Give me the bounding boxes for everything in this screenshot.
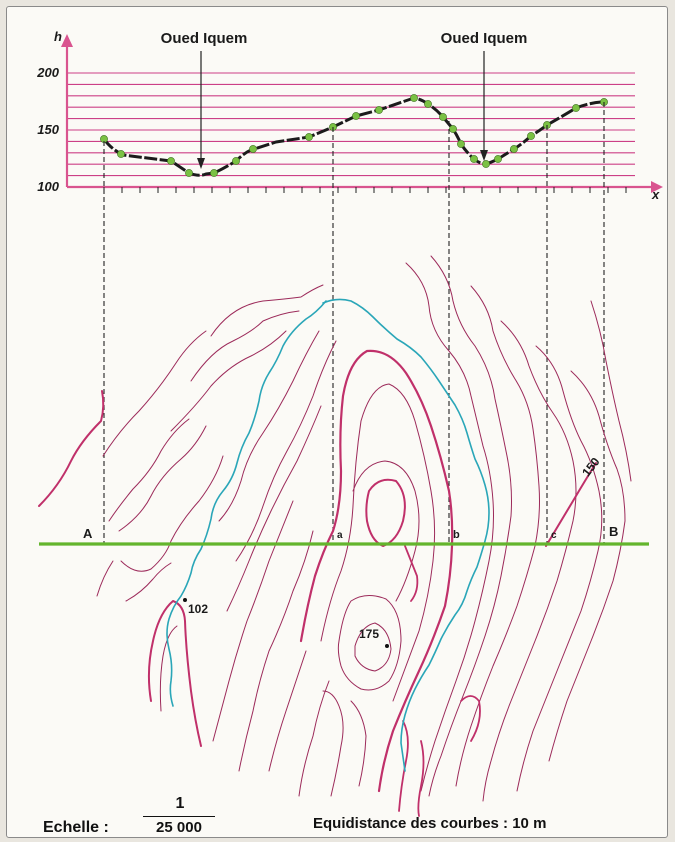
contour-line-thick xyxy=(545,462,597,547)
profile-point xyxy=(527,132,535,140)
profile-point xyxy=(375,106,383,114)
scale-denominator: 25 000 xyxy=(156,819,202,836)
contour-line xyxy=(428,255,512,797)
profile-point xyxy=(449,125,457,133)
contour-line xyxy=(482,320,577,802)
contour-line xyxy=(238,530,314,772)
spot-height-marker xyxy=(183,598,187,602)
profile-point xyxy=(352,112,360,120)
contour-line xyxy=(170,330,287,432)
spot-height-175: 175 xyxy=(359,627,379,641)
section-point-c: c xyxy=(551,530,557,541)
contour-line xyxy=(212,500,294,742)
contour-line xyxy=(298,680,330,797)
profile-point xyxy=(305,133,313,141)
profile-points xyxy=(100,94,608,177)
arrow-down-icon xyxy=(480,150,488,161)
contour-line-thick xyxy=(398,720,409,812)
contour-line xyxy=(350,700,367,787)
contour-line xyxy=(190,310,300,382)
scale-label: Echelle : xyxy=(43,819,109,836)
contour-interval: Equidistance des courbes : 10 m xyxy=(313,815,547,832)
contour-line xyxy=(210,284,324,337)
profile-point xyxy=(572,104,580,112)
y-axis-arrow-icon xyxy=(61,34,73,47)
profile-point xyxy=(117,150,125,158)
projection-lines xyxy=(103,102,605,544)
profile-point xyxy=(232,157,240,165)
section-point-a: a xyxy=(337,530,343,541)
profile-chart: h x 200 150 100 Oued Iquem Oued Iquem xyxy=(36,29,663,202)
x-axis-label: x xyxy=(651,187,660,202)
profile-point xyxy=(494,155,502,163)
contour-line xyxy=(118,425,207,532)
contour-line-thick xyxy=(404,545,419,602)
profile-axes: h x 200 150 100 xyxy=(36,29,663,202)
profile-point xyxy=(510,145,518,153)
x-axis-ticks xyxy=(103,187,627,193)
contour-line xyxy=(226,405,322,612)
topographic-figure: h x 200 150 100 Oued Iquem Oued Iquem xyxy=(36,29,663,817)
contour-line xyxy=(405,262,494,792)
profile-point xyxy=(167,157,175,165)
section-point-A: A xyxy=(83,526,93,541)
contour-line xyxy=(590,300,632,482)
contour-line-thick xyxy=(365,478,406,547)
arrow-down-icon xyxy=(197,158,205,169)
contour-line xyxy=(548,370,626,762)
profile-point xyxy=(410,94,418,102)
contour-line xyxy=(147,600,202,747)
contour-line xyxy=(235,340,337,562)
profile-point xyxy=(249,145,257,153)
contour-line xyxy=(516,345,603,792)
profile-point xyxy=(457,140,465,148)
y-axis-label: h xyxy=(54,29,62,44)
contour-line xyxy=(96,560,114,597)
profile-point xyxy=(210,169,218,177)
y-tick-200: 200 xyxy=(36,65,59,80)
contour-line xyxy=(102,330,207,457)
profile-point xyxy=(185,169,193,177)
x-axis-arrow-icon xyxy=(651,181,663,193)
contour-line xyxy=(352,460,420,602)
profile-point xyxy=(482,160,490,168)
profile-point xyxy=(424,100,432,108)
contour-line xyxy=(218,330,320,522)
contour-line xyxy=(38,390,105,507)
contour-line-thick xyxy=(299,349,454,793)
river-eastern xyxy=(322,298,490,772)
contour-line xyxy=(268,650,307,772)
contour-line xyxy=(337,595,402,691)
scale-fraction-bar xyxy=(143,816,215,817)
cross-section: A a b c B xyxy=(39,524,649,546)
contour-line xyxy=(455,285,540,787)
contour-line-thick xyxy=(460,695,481,742)
spot-height-marker xyxy=(385,644,389,648)
contour-line xyxy=(320,383,436,702)
river-label-1: Oued Iquem xyxy=(161,30,248,47)
contour-line xyxy=(322,690,344,797)
river-western xyxy=(166,300,327,707)
scale-numerator: 1 xyxy=(175,795,185,812)
section-point-b: b xyxy=(453,529,460,541)
contour-map xyxy=(38,255,632,817)
spot-height-102: 102 xyxy=(188,602,208,616)
contour-line xyxy=(120,455,224,572)
profile-point xyxy=(439,113,447,121)
contour-line xyxy=(125,562,172,602)
contour-line xyxy=(354,622,392,672)
river-annotations: Oued Iquem Oued Iquem xyxy=(161,30,528,169)
contour-line-thick xyxy=(417,740,425,817)
profile-point xyxy=(470,155,478,163)
figure-card: h x 200 150 100 Oued Iquem Oued Iquem xyxy=(6,6,668,838)
contour-line xyxy=(159,625,178,712)
section-point-B: B xyxy=(609,524,618,539)
contour-line xyxy=(108,418,190,522)
y-tick-150: 150 xyxy=(37,122,59,137)
river-label-2: Oued Iquem xyxy=(441,30,528,47)
contour-value-label: 150 xyxy=(579,455,603,480)
y-tick-100: 100 xyxy=(37,179,59,194)
